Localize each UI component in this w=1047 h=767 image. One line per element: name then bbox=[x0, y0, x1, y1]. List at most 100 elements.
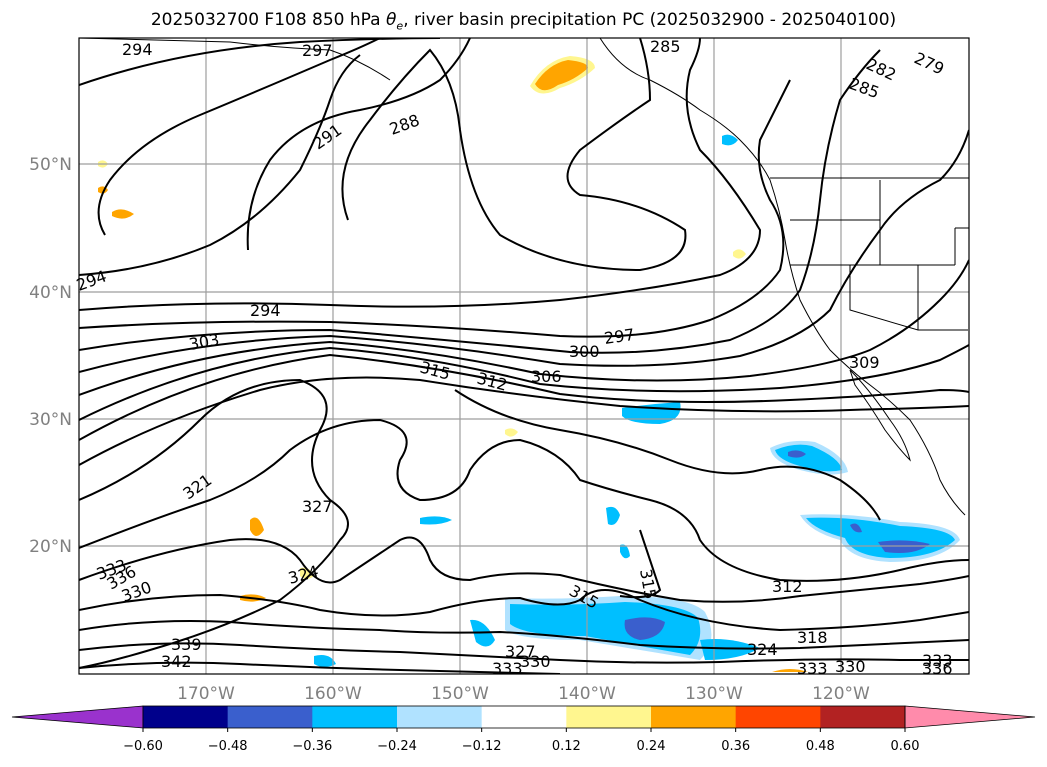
colorbar-tick-label: 0.12 bbox=[552, 739, 581, 754]
contour-line bbox=[79, 79, 791, 338]
shade-orange-w1 bbox=[112, 209, 134, 219]
lon-tick-label: 120°W bbox=[812, 684, 870, 704]
colorbar-segment bbox=[735, 706, 821, 728]
contour-label: 318 bbox=[797, 628, 828, 647]
contour-line bbox=[79, 259, 969, 396]
contour-label: 309 bbox=[849, 353, 880, 372]
lon-axis: 170°W 160°W 150°W 140°W 130°W 120°W bbox=[177, 684, 870, 704]
colorbar-tick-label: −0.60 bbox=[123, 739, 163, 754]
contour-label: 312 bbox=[772, 577, 803, 596]
coastline-baja bbox=[849, 369, 911, 462]
shade-cyan-nw bbox=[722, 134, 738, 146]
title-suffix: , river basin precipitation PC (20250329… bbox=[403, 10, 897, 30]
shade-cyan-right-south bbox=[700, 639, 760, 660]
contour-line bbox=[79, 642, 969, 664]
shade-orange-north-b bbox=[535, 60, 588, 91]
contour-label: 327 bbox=[505, 642, 536, 661]
shade-orange-se bbox=[772, 669, 808, 672]
shade-cyan-small2 bbox=[620, 544, 630, 559]
contour-label: 297 bbox=[302, 41, 333, 60]
contour-line bbox=[79, 49, 881, 354]
colorbar-tick-label: 0.60 bbox=[891, 739, 920, 754]
colorbar-tick-label: 0.36 bbox=[721, 739, 750, 754]
title-theta-subscript: e bbox=[396, 19, 404, 33]
contour-line bbox=[79, 589, 969, 632]
contour-label: 333 bbox=[797, 659, 828, 678]
lat-tick-label: 50°N bbox=[29, 155, 72, 175]
colorbar-segment bbox=[820, 706, 906, 728]
colorbar-tick-label: −0.12 bbox=[462, 739, 502, 754]
lon-tick-label: 160°W bbox=[304, 684, 362, 704]
shade-darkblue-east2b bbox=[850, 523, 862, 533]
contour-label: 300 bbox=[569, 342, 600, 361]
shade-yellow-mid bbox=[505, 428, 518, 437]
contour-line bbox=[79, 661, 561, 674]
contour-line bbox=[79, 620, 969, 650]
colorbar-segment bbox=[312, 706, 398, 728]
contour-line bbox=[79, 38, 762, 311]
colorbar-tick-label: 0.48 bbox=[806, 739, 835, 754]
colorbar-tick-label: −0.36 bbox=[292, 739, 332, 754]
contour-line bbox=[79, 418, 969, 582]
shade-darkblue-south bbox=[624, 617, 665, 640]
contour-label: 297 bbox=[603, 325, 636, 348]
border-states bbox=[790, 180, 969, 331]
shade-cyan-south bbox=[510, 602, 701, 655]
lat-tick-label: 20°N bbox=[29, 537, 72, 557]
shade-cyan-small1 bbox=[606, 506, 620, 525]
colorbar-tick-label: −0.48 bbox=[208, 739, 248, 754]
shade-cyan-small3 bbox=[420, 516, 452, 525]
contour-label: 330 bbox=[835, 657, 866, 676]
contour-layer bbox=[79, 38, 969, 674]
shade-orange-w4 bbox=[250, 517, 264, 536]
contour-label: 336 bbox=[922, 659, 953, 678]
colorbar-segment bbox=[481, 706, 567, 728]
contour-label: 324 bbox=[747, 640, 778, 659]
contour-label: 333 bbox=[492, 659, 523, 678]
colorbar-extend-high bbox=[904, 705, 1036, 729]
colorbar-extend-low bbox=[11, 705, 144, 729]
contour-line bbox=[341, 38, 687, 272]
colorbar-segment bbox=[397, 706, 483, 728]
lon-tick-label: 170°W bbox=[177, 684, 235, 704]
lat-tick-label: 40°N bbox=[29, 283, 72, 303]
contour-label: 306 bbox=[531, 367, 562, 386]
contour-label: 294 bbox=[122, 40, 153, 59]
lon-tick-label: 140°W bbox=[558, 684, 616, 704]
contour-label: 294 bbox=[250, 301, 281, 320]
lon-tick-label: 150°W bbox=[431, 684, 489, 704]
contour-line bbox=[79, 129, 969, 373]
contour-label: 333 bbox=[922, 651, 953, 670]
colorbar-segment bbox=[143, 706, 229, 728]
contour-label: 327 bbox=[302, 497, 333, 516]
map-background bbox=[79, 38, 969, 674]
contour-line bbox=[454, 389, 881, 521]
contour-line bbox=[79, 378, 349, 669]
chart-title: 2025032700 F108 850 hPa θe, river basin … bbox=[0, 10, 1047, 32]
lon-tick-label: 130°W bbox=[685, 684, 743, 704]
coastline-north-america bbox=[599, 38, 966, 516]
map-frame bbox=[78, 37, 970, 675]
contour-label: 342 bbox=[161, 652, 192, 671]
colorbar: −0.60 −0.48 −0.36 −0.24 −0.12 0.12 0.24 0.36 0.4… bbox=[11, 705, 1036, 754]
colorbar-segment bbox=[227, 706, 313, 728]
title-prefix: 2025032700 F108 850 hPa bbox=[150, 10, 386, 30]
colorbar-tick-label: −0.24 bbox=[377, 739, 417, 754]
contour-line bbox=[79, 536, 969, 603]
contour-label: 339 bbox=[171, 635, 202, 654]
contour-label: 285 bbox=[650, 37, 681, 56]
lat-tick-label: 30°N bbox=[29, 410, 72, 430]
lat-axis: 50°N 40°N 30°N 20°N bbox=[29, 155, 72, 557]
title-theta: θ bbox=[386, 10, 397, 30]
shade-yellow-e bbox=[733, 249, 746, 259]
contour-label: 330 bbox=[520, 652, 551, 671]
contour-line bbox=[97, 38, 381, 236]
contour-line bbox=[79, 353, 969, 441]
contour-line bbox=[79, 344, 969, 421]
shade-darkblue-east1 bbox=[788, 450, 806, 458]
colorbar-segment bbox=[566, 706, 652, 728]
shade-darkblue-east2 bbox=[878, 540, 930, 553]
colorbar-frame bbox=[142, 705, 906, 729]
colorbar-segment bbox=[651, 706, 737, 728]
